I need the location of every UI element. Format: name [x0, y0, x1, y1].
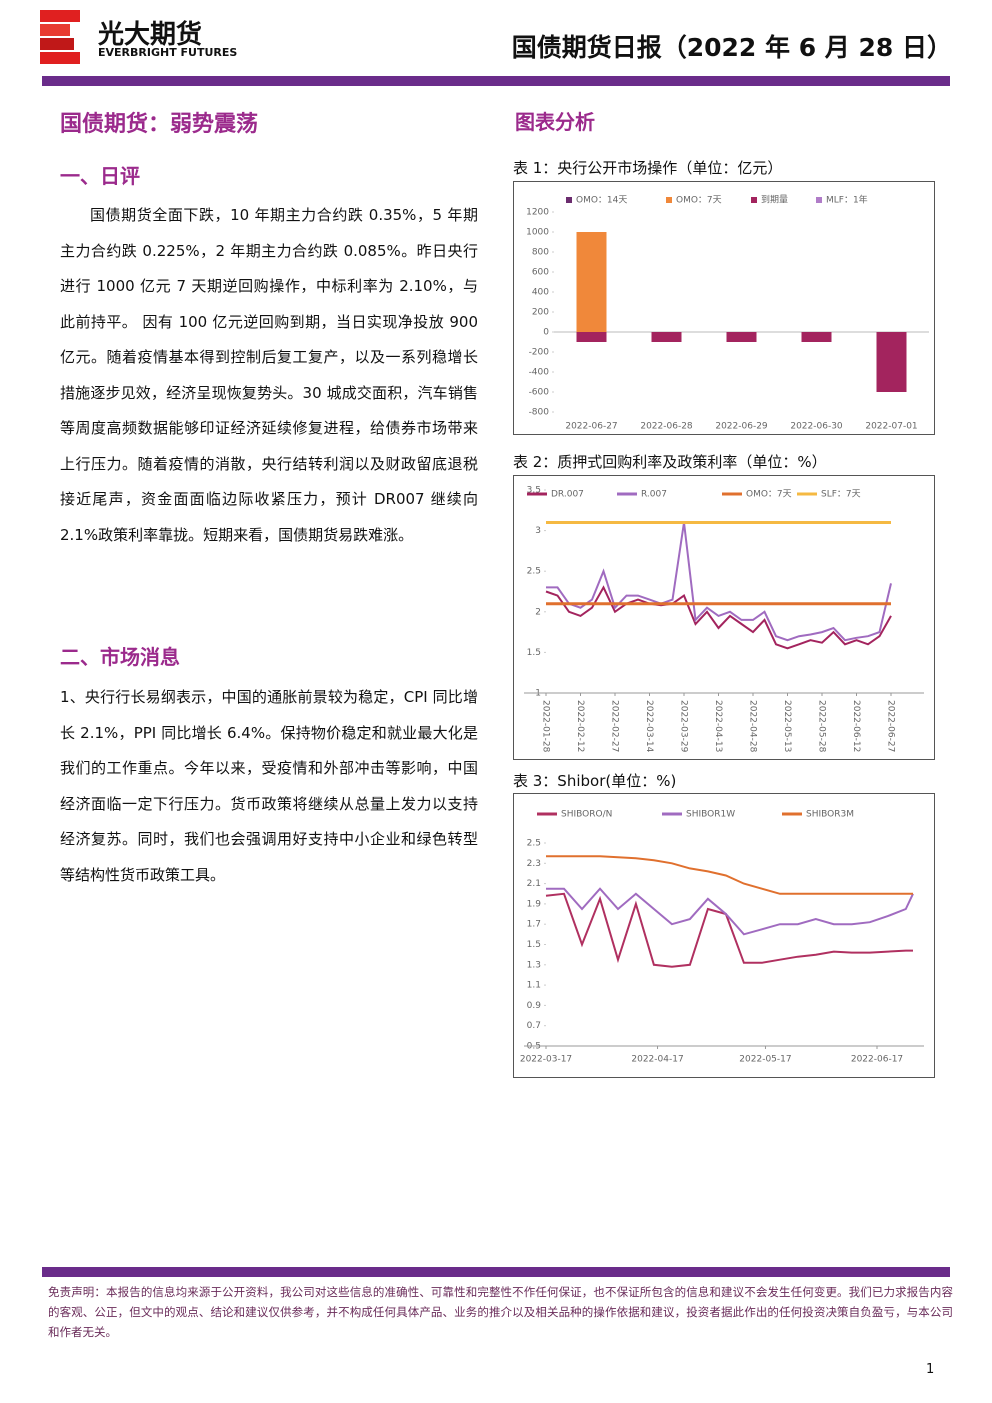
chart-title: 表 1：央行公开市场操作（单位：亿元）: [513, 159, 783, 177]
y-tick-label: -600: [529, 388, 550, 398]
chart: -800 -600 -400 -200 0 200 400 600 800 1000 1200 OMO…: [513, 181, 935, 435]
legend-swatch: [751, 197, 757, 203]
y-tick-label: 1.7: [527, 920, 541, 930]
bar: [576, 332, 607, 342]
x-tick-label: 2022-06-17: [851, 1055, 903, 1065]
section-heading: 二、市场消息: [60, 645, 180, 669]
disclaimer: 免责声明：本报告的信息均来源于公开资料，我公司对这些信息的准确性、可靠性和完整性…: [48, 1285, 953, 1339]
y-tick-label: 0.7: [527, 1021, 541, 1031]
x-tick-label: 2022-06-12: [851, 700, 861, 752]
y-tick-label: 2: [535, 607, 541, 617]
y-tick-label: 3: [535, 526, 541, 536]
logo: [40, 10, 80, 64]
x-tick-label: 2022-02-12: [575, 700, 585, 752]
legend-swatch: [666, 197, 672, 203]
y-tick-label: -200: [529, 348, 550, 358]
x-tick-label: 2022-05-17: [739, 1055, 791, 1065]
y-tick-label: 1200: [526, 208, 549, 218]
legend-label: SHIBOR3M: [806, 810, 854, 820]
bar: [726, 332, 757, 342]
y-tick-label: 1.3: [527, 960, 541, 970]
y-tick-label: -800: [529, 408, 550, 418]
x-tick-label: 2022-06-29: [715, 422, 768, 432]
x-tick-label: 2022-06-27: [565, 422, 617, 432]
x-tick-label: 2022-03-17: [520, 1055, 572, 1065]
legend-label: MLF：1年: [826, 194, 868, 206]
x-tick-label: 2022-01-28: [541, 700, 551, 753]
legend-swatch: [566, 197, 572, 203]
y-tick-label: 2.5: [527, 839, 541, 849]
x-tick-label: 2022-05-13: [782, 700, 792, 752]
paragraph: 国债期货全面下跌，10 年期主力合约跌 0.35%，5 年期主力合约跌 0.22…: [60, 206, 478, 544]
x-tick-label: 2022-03-29: [679, 700, 689, 753]
y-tick-label: 3.5: [527, 486, 541, 496]
x-tick-label: 2022-02-27: [610, 700, 620, 752]
x-tick-label: 2022-05-28: [817, 700, 827, 753]
y-tick-label: 1000: [526, 228, 549, 238]
y-tick-label: 400: [532, 288, 549, 298]
chart-title: 表 2：质押式回购利率及政策利率（单位：%）: [513, 453, 827, 471]
x-tick-label: 2022-04-17: [631, 1055, 683, 1065]
y-tick-label: 1.5: [527, 940, 541, 950]
x-tick-label: 2022-03-14: [644, 700, 654, 753]
report-title: 国债期货日报（2022 年 6 月 28 日）: [511, 33, 952, 62]
legend-swatch: [816, 197, 822, 203]
legend-label: OMO：7天: [746, 490, 792, 500]
page-number: 1: [926, 1362, 935, 1377]
line-series: [546, 522, 892, 642]
line-series: [546, 887, 914, 936]
section-heading: 一、日评: [60, 164, 140, 188]
legend-label: DR.007: [551, 490, 584, 500]
brand-en: EVERBRIGHT FUTURES: [98, 46, 238, 59]
legend-label: R.007: [641, 490, 667, 500]
legend-label: OMO：14天: [576, 196, 627, 206]
bar: [576, 232, 607, 332]
x-tick-label: 2022-04-13: [713, 700, 723, 752]
bar: [801, 332, 832, 342]
legend-label: SLF：7天: [821, 490, 861, 500]
legend-label: 到期量: [761, 194, 788, 206]
y-tick-label: 1.9: [527, 899, 542, 909]
bar: [651, 332, 682, 342]
y-tick-label: 600: [532, 268, 549, 278]
x-tick-label: 2022-06-28: [640, 422, 693, 432]
x-tick-label: 2022-07-01: [865, 422, 917, 432]
y-tick-label: 1.5: [527, 648, 541, 658]
x-tick-label: 2022-04-28: [748, 700, 758, 753]
y-tick-label: 200: [532, 308, 549, 318]
y-tick-label: 0.9: [527, 1001, 542, 1011]
paragraph: 1、央行行长易纲表示，中国的通胀前景较为稳定，CPI 同比增长 2.1%，PPI…: [60, 688, 478, 884]
footer-bar: [42, 1267, 950, 1277]
y-tick-label: -400: [529, 368, 550, 378]
x-tick-label: 2022-06-30: [790, 422, 843, 432]
header-bar: [42, 76, 950, 86]
chart-title: 表 3：Shibor(单位：%): [513, 772, 677, 790]
chart: 0.50.70.91.11.31.51.71.92.12.32.5SHIBORO…: [513, 793, 935, 1078]
line-series: [545, 585, 892, 650]
charts-heading: 图表分析: [515, 110, 595, 134]
bar: [876, 332, 907, 392]
legend-label: OMO：7天: [676, 196, 722, 206]
line-series: [546, 855, 913, 895]
y-tick-label: 2.3: [527, 859, 541, 869]
line-series: [545, 892, 913, 968]
y-tick-label: 800: [532, 248, 549, 258]
y-tick-label: 1.1: [527, 981, 541, 991]
y-tick-label: 0: [543, 328, 549, 338]
chart: 11.522.533.5DR.007R.007OMO：7天SLF：7天2022-…: [513, 475, 935, 760]
y-tick-label: 2.1: [527, 879, 541, 889]
y-tick-label: 2.5: [527, 567, 541, 577]
legend-label: SHIBOR1W: [686, 810, 735, 820]
main-title: 国债期货：弱势震荡: [60, 112, 259, 137]
x-tick-label: 2022-06-27: [886, 700, 896, 752]
legend-label: SHIBORO/N: [561, 810, 612, 820]
brand: 光大期货: [98, 20, 203, 50]
